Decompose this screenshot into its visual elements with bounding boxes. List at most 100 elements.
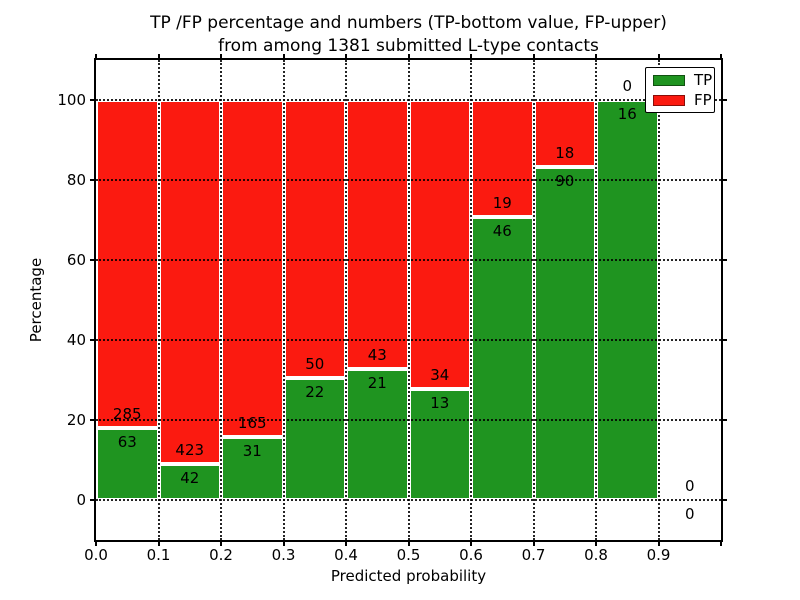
chart-title-line-1: TP /FP percentage and numbers (TP-bottom… [150, 13, 667, 33]
legend-entry-fp: FP [646, 90, 714, 109]
fp-count-label: 285 [112, 404, 142, 423]
vertical-gridline [282, 60, 285, 540]
y-tick-label: 80 [66, 171, 86, 189]
x-tick-label: 0.7 [521, 546, 546, 564]
x-tick-top [532, 54, 535, 58]
y-tick-left [90, 99, 94, 101]
x-tick-top [282, 54, 285, 58]
fp-count-label: 18 [555, 143, 575, 162]
fp-bar-segment [346, 100, 409, 369]
legend-entry-tp: TP [646, 70, 714, 89]
tp-bar-segment [533, 166, 596, 500]
x-tick-label: 0.9 [646, 546, 671, 564]
vertical-gridline [657, 60, 660, 540]
x-tick-bottom [95, 542, 97, 546]
vertical-gridline [220, 60, 222, 540]
y-tick-label: 40 [66, 331, 86, 349]
y-tick-right [723, 99, 727, 101]
x-tick-label: 0.6 [459, 546, 483, 564]
fp-count-label: 34 [430, 366, 450, 385]
y-tick-left [90, 499, 94, 501]
vertical-gridline [157, 60, 160, 540]
tp-bar-segment [346, 368, 409, 500]
y-axis-label: Percentage [27, 257, 45, 343]
y-tick-label: 100 [57, 91, 86, 109]
fp-count-label: 50 [305, 354, 325, 373]
fp-bar-segment [158, 100, 221, 464]
tp-count-label: 31 [242, 441, 262, 460]
vertical-gridline [470, 60, 472, 540]
x-tick-top [407, 54, 410, 58]
legend: TP FP [645, 67, 715, 113]
x-tick-top [345, 54, 347, 58]
x-tick-label: 0.8 [584, 546, 608, 564]
x-tick-top [470, 54, 472, 58]
fp-bar-segment [283, 100, 346, 378]
x-tick-top [595, 54, 597, 58]
y-tick-right [723, 259, 727, 261]
fp-count-label: 165 [237, 413, 267, 432]
tp-count-label: 46 [492, 221, 512, 240]
vertical-gridline [595, 60, 597, 540]
tp-count-label: 42 [180, 468, 200, 487]
vertical-gridline [532, 60, 535, 540]
tp-bar-segment [408, 389, 471, 500]
y-tick-right [723, 499, 727, 501]
chart-title-line-2: from among 1381 submitted L-type contact… [218, 36, 599, 56]
x-tick-bottom [220, 542, 222, 546]
x-tick-top [720, 54, 722, 58]
x-tick-bottom [407, 542, 410, 546]
x-tick-top [657, 54, 660, 58]
x-tick-label: 0.0 [84, 546, 108, 564]
y-tick-left [90, 419, 94, 421]
x-tick-label: 0.2 [209, 546, 233, 564]
fp-bar-segment [408, 100, 471, 390]
x-tick-bottom [282, 542, 285, 546]
tp-count-label: 0 [684, 505, 695, 523]
fp-count-label: 0 [622, 77, 633, 95]
x-tick-bottom [595, 542, 597, 546]
x-tick-bottom [532, 542, 535, 546]
tp-count-label: 22 [305, 382, 325, 401]
tp-count-label: 16 [617, 105, 637, 123]
y-tick-right [723, 179, 727, 181]
y-tick-label: 0 [76, 491, 86, 509]
tp-color-swatch [653, 74, 685, 86]
x-tick-top [157, 54, 160, 58]
x-tick-top [95, 54, 97, 58]
x-tick-top [220, 54, 222, 58]
fp-count-label: 423 [175, 440, 205, 459]
x-tick-label: 0.1 [146, 546, 171, 564]
vertical-gridline [407, 60, 410, 540]
tp-count-label: 90 [555, 171, 575, 190]
x-tick-label: 0.4 [334, 546, 358, 564]
x-tick-bottom [720, 542, 722, 546]
fp-count-label: 43 [367, 345, 387, 364]
vertical-gridline [345, 60, 347, 540]
x-tick-label: 0.5 [396, 546, 421, 564]
fp-bar-segment [221, 100, 284, 437]
fp-bar-segment [96, 100, 159, 428]
fp-color-swatch [653, 94, 685, 106]
x-tick-bottom [657, 542, 660, 546]
x-tick-bottom [345, 542, 347, 546]
y-tick-right [723, 339, 727, 341]
x-tick-bottom [470, 542, 472, 546]
tp-count-label: 13 [430, 394, 450, 413]
y-tick-left [90, 179, 94, 181]
x-tick-label: 0.3 [271, 546, 296, 564]
x-axis-label: Predicted probability [330, 567, 487, 585]
y-tick-label: 20 [66, 411, 86, 429]
x-tick-bottom [157, 542, 160, 546]
y-tick-right [723, 419, 727, 421]
y-tick-label: 60 [66, 251, 86, 269]
tp-count-label: 63 [117, 432, 137, 451]
legend-label-fp: FP [694, 90, 712, 109]
legend-label-tp: TP [694, 70, 713, 89]
fp-count-label: 0 [684, 477, 695, 495]
y-tick-left [90, 339, 94, 341]
y-tick-left [90, 259, 94, 261]
fp-count-label: 19 [492, 193, 512, 212]
tp-count-label: 21 [367, 373, 387, 392]
